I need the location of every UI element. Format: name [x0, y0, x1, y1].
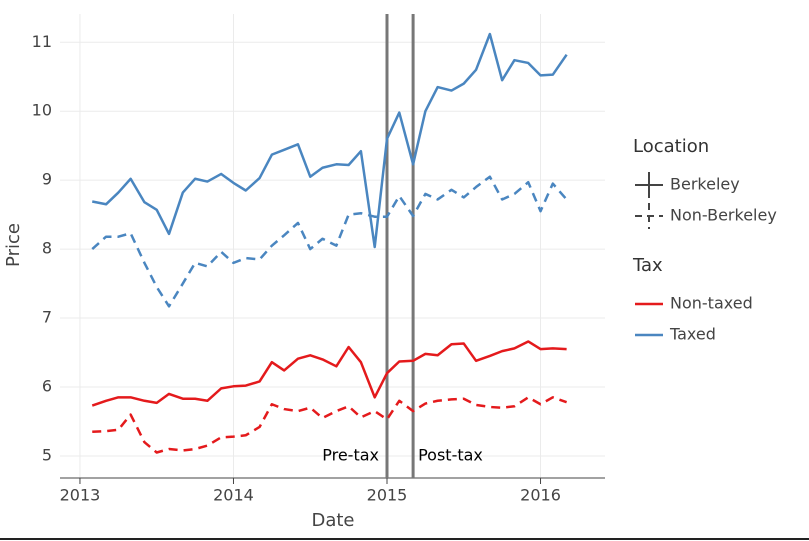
y-tick-label: 9	[42, 170, 52, 189]
y-axis-label: Price	[3, 223, 24, 267]
series-line	[91, 175, 568, 308]
series-line	[92, 396, 568, 454]
y-tick-label: 8	[42, 239, 52, 258]
legend-label: Berkeley	[670, 175, 740, 194]
legend-label: Non-Berkeley	[670, 206, 777, 225]
y-tick-label: 10	[32, 101, 52, 120]
y-tick-label: 11	[32, 32, 52, 51]
x-axis-label: Date	[311, 510, 354, 531]
annotation: Pre-tax	[322, 445, 379, 464]
y-tick-label: 6	[42, 376, 52, 395]
legend-title: Tax	[632, 255, 663, 276]
y-tick-label: 5	[42, 445, 52, 464]
legend-label: Taxed	[669, 325, 716, 344]
x-tick-label: 2014	[213, 486, 254, 505]
series-line	[91, 32, 568, 249]
annotation: Post-tax	[418, 445, 483, 464]
x-tick-label: 2015	[367, 486, 408, 505]
x-tick-label: 2013	[60, 486, 101, 505]
legend-title: Location	[633, 136, 709, 157]
x-tick-label: 2016	[520, 486, 561, 505]
legend-label: Non-taxed	[670, 294, 753, 313]
series-line	[91, 340, 567, 407]
y-tick-label: 7	[42, 308, 52, 327]
